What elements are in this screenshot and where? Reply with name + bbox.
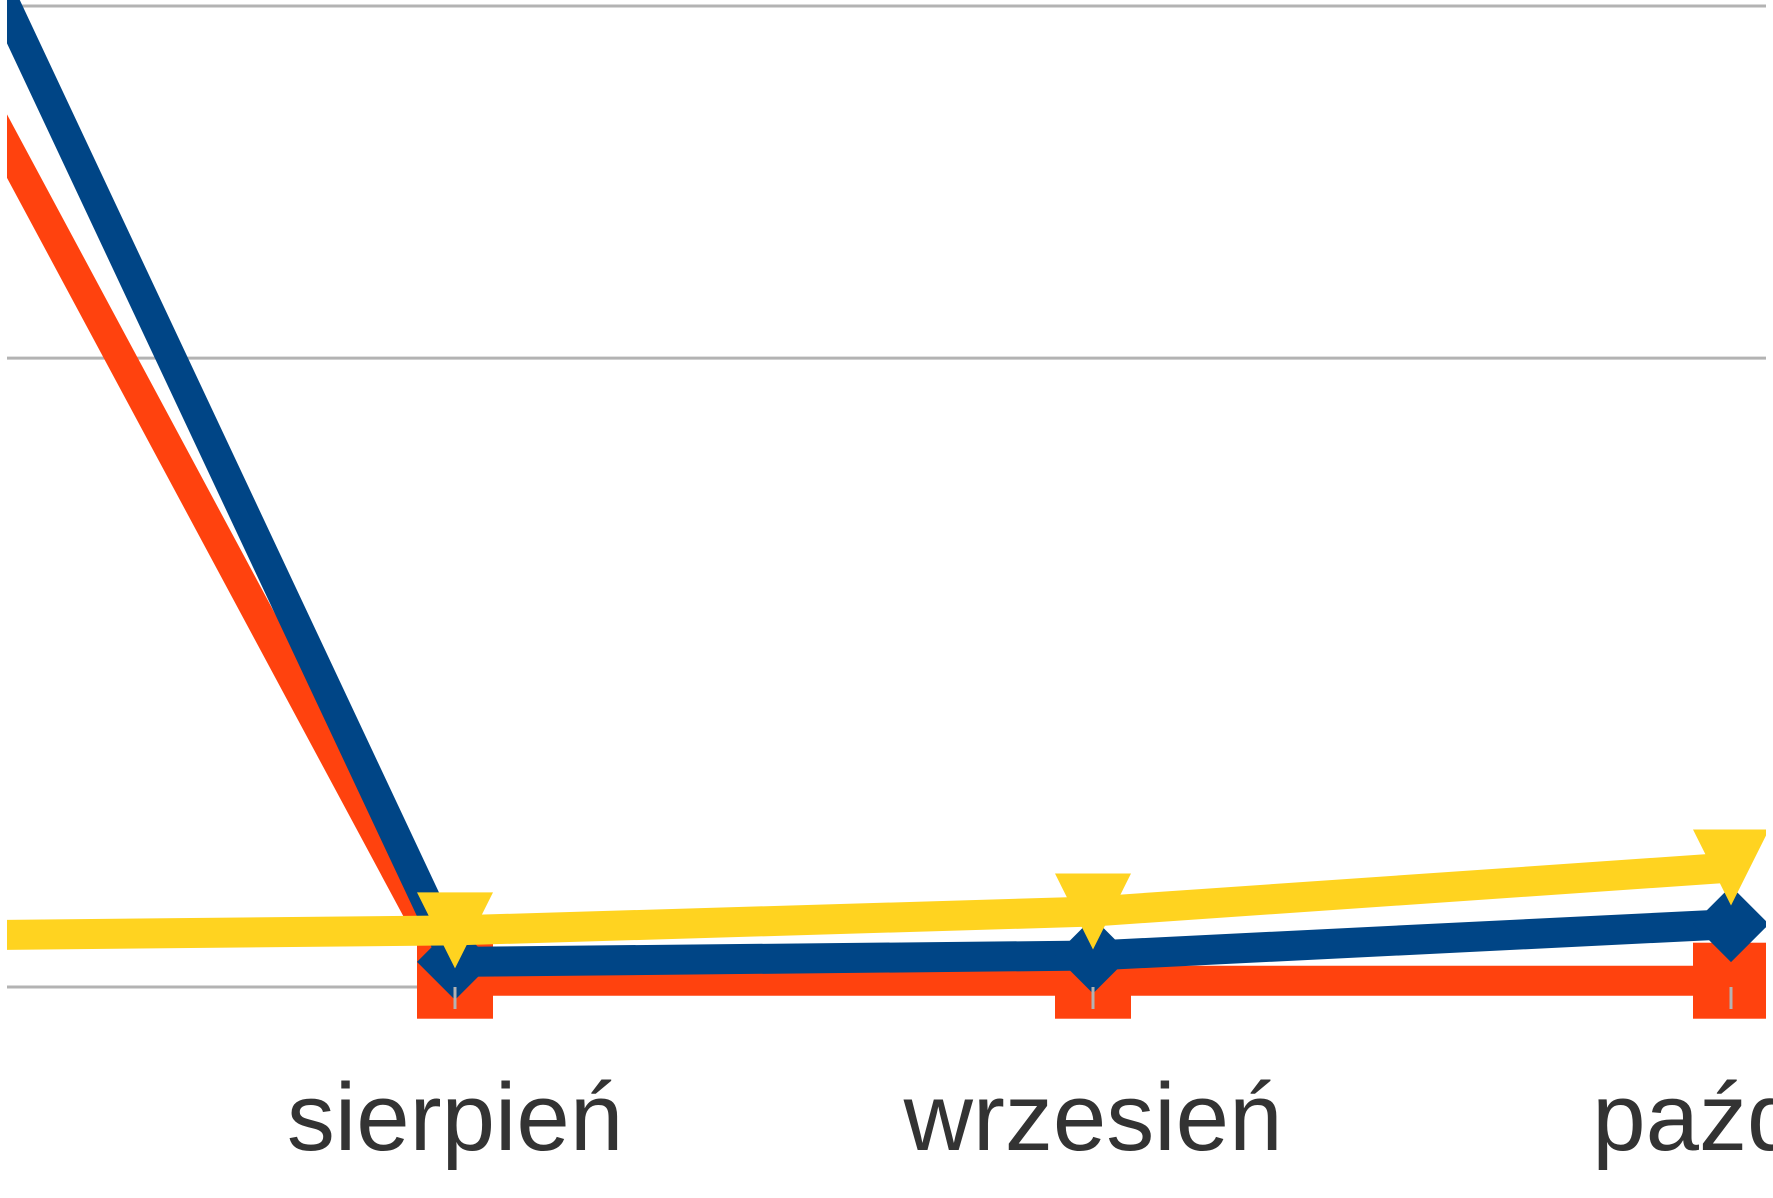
series-line bbox=[7, 852, 1733, 950]
marker bbox=[417, 892, 493, 969]
series-line bbox=[7, 114, 1731, 996]
plot-area bbox=[7, 0, 1766, 1019]
marker bbox=[1693, 829, 1766, 906]
x-tick-label: sierpień bbox=[287, 1064, 623, 1171]
marker bbox=[1055, 917, 1131, 994]
x-tick-label: paździ bbox=[1592, 1064, 1773, 1171]
x-tick-label: wrzesień bbox=[903, 1064, 1283, 1171]
series-line bbox=[7, 0, 1732, 977]
marker bbox=[1055, 873, 1131, 950]
marker bbox=[1693, 886, 1766, 963]
x-axis: sierpień wrzesień paździ bbox=[287, 987, 1773, 1171]
